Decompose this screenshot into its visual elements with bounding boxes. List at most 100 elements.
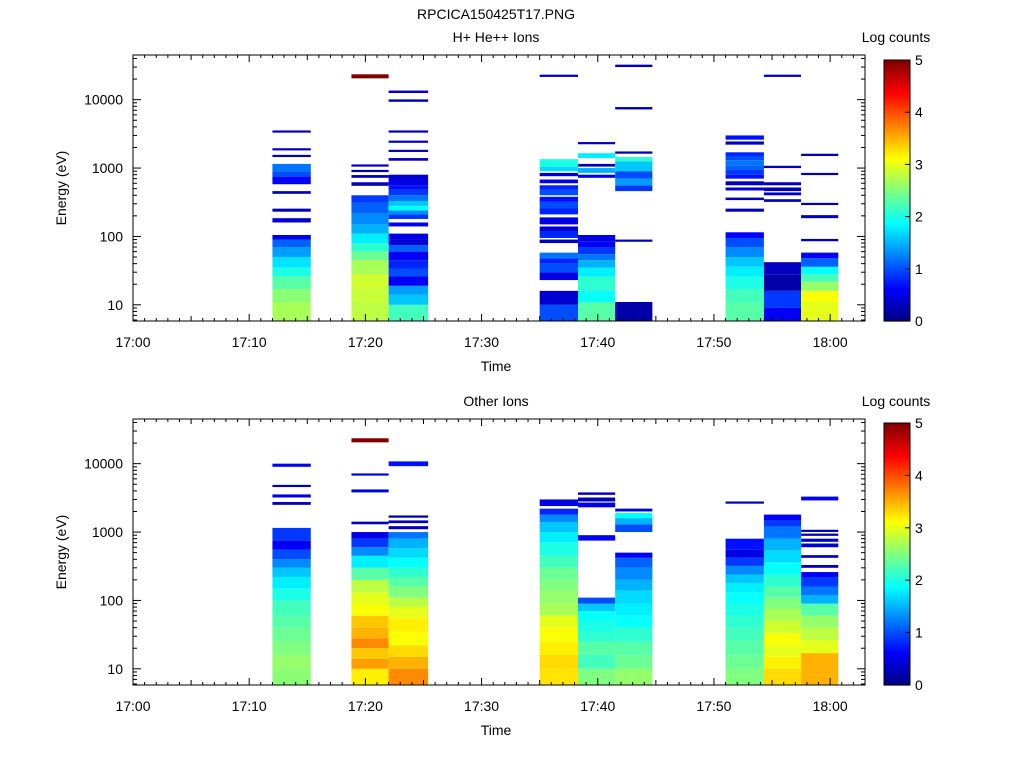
heatmap-cell [615, 654, 653, 669]
heatmap-cell [388, 304, 429, 321]
heatmap-cell [578, 260, 616, 268]
heatmap-cell [272, 615, 311, 628]
heatmap-cell [578, 631, 616, 642]
colorbar-swatch [884, 258, 910, 262]
heatmap-cell [351, 473, 389, 476]
x-tick-label: 18:00 [813, 334, 848, 350]
heatmap-cell [801, 577, 839, 587]
heatmap-cell [539, 231, 579, 238]
heatmap-cell [725, 141, 764, 145]
colorbar-swatch [884, 603, 910, 607]
heatmap-cell [272, 502, 311, 505]
colorbar-swatch [884, 546, 910, 550]
heatmap-cell [763, 608, 802, 622]
y-axis-label: Energy (eV) [53, 515, 69, 590]
heatmap-cell [725, 232, 764, 238]
heatmap-cell [801, 595, 839, 604]
colorbar-swatch [884, 582, 910, 587]
colorbar-swatch [884, 180, 910, 184]
heatmap-cell [578, 492, 616, 495]
colorbar-swatch [884, 574, 910, 579]
heatmap-cell [763, 621, 802, 634]
heatmap-cell [388, 179, 429, 186]
heatmap-cell [388, 645, 429, 657]
colorbar-swatch [884, 423, 910, 427]
heatmap-cell [539, 627, 579, 642]
heatmap-cell [801, 153, 839, 157]
heatmap-cell [725, 501, 764, 504]
colorbar-swatch [884, 580, 910, 584]
heatmap-cell [615, 603, 653, 616]
heatmap-cell [801, 266, 839, 275]
heatmap-cell [578, 267, 616, 277]
y-tick-label: 1000 [92, 160, 123, 176]
x-tick-label: 17:20 [348, 334, 383, 350]
colorbar-tick-label: 4 [915, 104, 923, 120]
heatmap-cell [763, 526, 802, 539]
colorbar-swatch [884, 436, 910, 440]
heatmap-cell [272, 289, 311, 302]
colorbar-swatch [884, 240, 910, 244]
colorbar-swatch [884, 151, 910, 155]
heatmap-cell [763, 187, 802, 192]
colorbar-swatch [884, 606, 910, 610]
heatmap-cell [615, 567, 653, 580]
heatmap-cell [801, 543, 839, 548]
colorbar-swatch [884, 449, 910, 453]
heatmap-cell [272, 257, 311, 268]
heatmap-cell [388, 239, 429, 245]
heatmap-cell [578, 654, 616, 669]
colorbar-swatch [884, 509, 910, 513]
heatmap-cell [351, 260, 389, 275]
heatmap-cell [725, 197, 764, 201]
colorbar-swatch [884, 127, 910, 132]
heatmap-cell [578, 247, 616, 255]
heatmap-cell [388, 233, 429, 240]
colorbar-swatch [884, 585, 910, 589]
colorbar-swatch [884, 640, 910, 644]
plot-frame [132, 54, 866, 322]
heatmap-cell [351, 547, 389, 556]
heatmap-cell [801, 281, 839, 291]
colorbar-swatch [884, 451, 910, 456]
colorbar-swatch [884, 91, 910, 95]
colorbar-swatch [884, 313, 910, 317]
colorbar-swatch [884, 310, 910, 314]
heatmap-cell [539, 508, 579, 515]
heatmap-cell [388, 461, 429, 467]
colorbar-swatch [884, 601, 910, 605]
heatmap-cell [539, 272, 579, 281]
colorbar-swatch [884, 315, 910, 319]
heatmap-cell [272, 267, 311, 277]
y-tick-label: 10000 [84, 92, 123, 108]
heatmap-cell [539, 603, 579, 616]
colorbar-swatch [884, 498, 910, 503]
heatmap-cell [801, 564, 839, 568]
colorbar-swatch [884, 213, 910, 218]
colorbar-swatch [884, 543, 910, 547]
heatmap-cell [388, 189, 429, 196]
y-tick-label: 100 [100, 592, 124, 608]
heatmap-cell [725, 565, 764, 575]
heatmap-cell [578, 611, 616, 622]
colorbar-swatch [884, 533, 910, 537]
heatmap-cell [388, 260, 429, 269]
heatmap-cell [615, 301, 653, 321]
heatmap-cell [388, 285, 429, 295]
colorbar-swatch [884, 491, 910, 495]
heatmap-cell [539, 189, 579, 196]
colorbar-swatch [884, 527, 910, 532]
heatmap-cell [539, 179, 579, 184]
x-tick-label: 17:40 [580, 334, 615, 350]
colorbar-swatch [884, 425, 910, 429]
heatmap-cell [578, 234, 616, 242]
heatmap-cell [615, 552, 653, 558]
heatmap-cell [615, 185, 653, 192]
colorbar-swatch [884, 679, 910, 683]
colorbar-tick-label: 1 [915, 261, 923, 277]
heatmap-cell [388, 251, 429, 261]
heatmap-cell [272, 540, 311, 550]
heatmap-cell [272, 247, 311, 258]
heatmap-cell [272, 276, 311, 290]
